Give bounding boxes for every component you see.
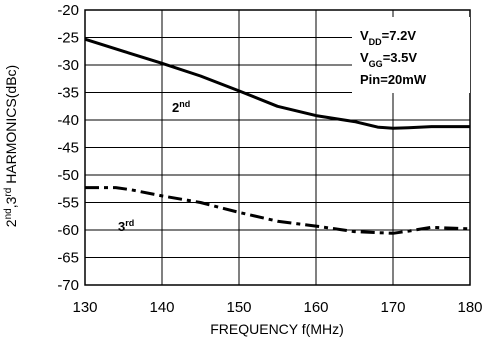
- y-tick-label: -60: [57, 222, 79, 239]
- series-line-2nd: [84, 37, 470, 130]
- conditions-box: [352, 17, 470, 93]
- y-tick-label: -35: [57, 85, 79, 102]
- x-tick-label: 150: [226, 299, 251, 316]
- plot-area-frame: [84, 9, 471, 286]
- y-tick-label: -45: [57, 140, 79, 157]
- y-tick-label: -30: [57, 57, 79, 74]
- y-tick-label: -40: [57, 112, 79, 129]
- x-tick-label: 130: [72, 299, 97, 316]
- x-axis-title: FREQUENCY f(MHz): [210, 321, 344, 337]
- tick-labels: -20 -25 -30 -35 -40 -45 -50 -55 -60 -65 -70 130 140 1…: [57, 2, 482, 316]
- series-lines: [84, 37, 471, 235]
- x-tick-label: 160: [303, 299, 328, 316]
- series-line-3rd: [85, 186, 471, 235]
- pin-label: Pin=20mW: [360, 72, 427, 87]
- y-tick-label: -65: [57, 250, 79, 267]
- y-tick-label: -50: [57, 167, 79, 184]
- y-tick-label: -55: [57, 195, 79, 212]
- y-tick-label: -70: [57, 277, 79, 294]
- y-axis-title: 2nd,3rd HARMONICS(dBc): [3, 65, 20, 227]
- x-tick-label: 140: [149, 299, 174, 316]
- y-tick-label: -20: [57, 2, 79, 19]
- x-tick-label: 170: [380, 299, 405, 316]
- series-label-3rd: 3rd: [118, 218, 134, 234]
- series-label-2nd: 2nd: [172, 99, 190, 115]
- y-tick-label: -25: [57, 30, 79, 47]
- x-tick-label: 180: [457, 299, 482, 316]
